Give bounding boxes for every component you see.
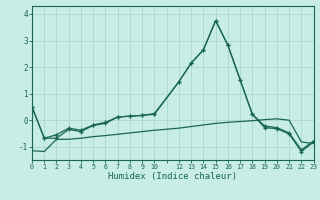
X-axis label: Humidex (Indice chaleur): Humidex (Indice chaleur) [108, 172, 237, 181]
